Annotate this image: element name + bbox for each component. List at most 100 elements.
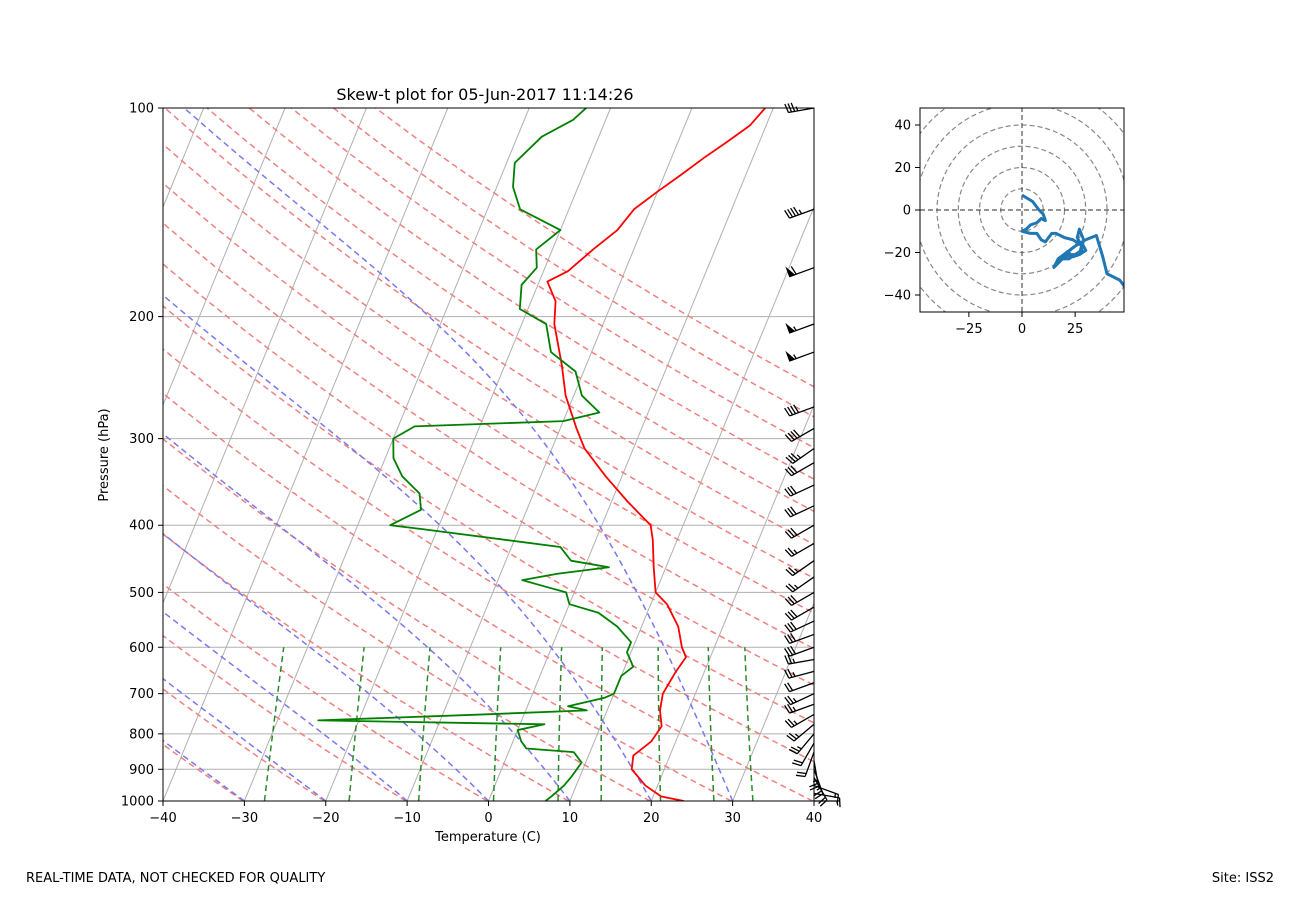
y-tick-label: 300 [129, 432, 154, 447]
dry-adiabat [375, 108, 814, 388]
wind-barb [785, 322, 815, 334]
hodograph-plot [920, 108, 1124, 312]
hodograph-ticks: −25 0 25 −40 −20 0 20 40 [884, 119, 1084, 338]
wind-barb [784, 606, 815, 621]
mixing-ratio-line [744, 647, 754, 801]
y-tick-label: 200 [129, 310, 154, 325]
wind-barb [813, 769, 824, 800]
x-tick-label: 0 [484, 811, 492, 826]
isotherm-gridline [163, 108, 367, 605]
hodograph-frame [919, 107, 1125, 313]
skewt-grid [0, 108, 814, 801]
mixing-ratio-line [348, 647, 365, 801]
dry-adiabat [163, 634, 407, 801]
wind-barb [785, 350, 815, 362]
y-tick-label: 100 [129, 102, 154, 117]
hodograph-y-tick-label: 0 [903, 204, 911, 219]
wind-barb [784, 484, 815, 497]
isotherm-gridline [569, 205, 814, 801]
dry-adiabat [163, 688, 325, 801]
isotherm-gridline [488, 108, 774, 801]
skewt-background-lines [163, 108, 814, 801]
x-tick-label: −20 [312, 811, 339, 826]
wind-barb [784, 633, 815, 644]
dry-adiabat [163, 305, 814, 724]
dry-adiabat [163, 437, 732, 801]
mixing-ratio-line [492, 647, 502, 801]
dry-adiabat [290, 108, 814, 449]
wind-barbs [784, 102, 841, 808]
x-tick-label: −40 [149, 811, 176, 826]
dry-adiabat [163, 143, 814, 580]
isotherm-gridline [813, 799, 814, 801]
dry-adiabat [333, 108, 814, 418]
moist-adiabat [163, 532, 490, 801]
wind-barb [786, 723, 815, 742]
wind-barb [784, 713, 815, 728]
temperature-profile [546, 108, 766, 801]
wind-barb [785, 447, 815, 464]
dry-adiabat [206, 108, 814, 513]
x-tick-label: −30 [231, 811, 258, 826]
hodograph-x-tick-label: 25 [1067, 322, 1084, 337]
wind-barb [784, 591, 815, 606]
wind-barb [795, 751, 815, 778]
wind-barb [784, 505, 815, 518]
dry-adiabat [163, 263, 814, 687]
moist-adiabat [163, 739, 245, 801]
wind-barb [784, 668, 815, 679]
x-tick-label: 30 [724, 811, 741, 826]
wind-barb [814, 800, 840, 806]
wind-barb [784, 693, 815, 706]
wind-barb [784, 404, 815, 417]
dry-adiabat [163, 743, 244, 801]
x-tick-label: 20 [643, 811, 660, 826]
dry-adiabat [163, 533, 570, 801]
hodograph-ring [957, 145, 1087, 275]
wind-barb [784, 645, 815, 657]
quality-disclaimer: REAL-TIME DATA, NOT CHECKED FOR QUALITY [26, 871, 325, 886]
isotherm-gridline [650, 403, 814, 801]
x-tick-label: −10 [393, 811, 420, 826]
skewt-chart: −40 −30 −20 −10 0 10 20 30 40 100 200 300 400 500 600 7… [0, 85, 841, 845]
wind-barb [809, 760, 820, 791]
wind-barb [784, 462, 815, 477]
mixing-ratio-line [417, 647, 431, 801]
wind-barb [785, 560, 815, 577]
dry-adiabat [163, 222, 814, 650]
hodograph-x-tick-label: −25 [955, 322, 982, 337]
y-tick-label: 600 [129, 641, 154, 656]
wind-barb [785, 266, 815, 278]
hodograph-trace [1020, 193, 1124, 289]
mixing-ratio-line [263, 647, 285, 801]
skewt-ticks: −40 −30 −20 −10 0 10 20 30 40 100 200 300 400 500 600 7… [121, 102, 822, 827]
moist-adiabat [163, 432, 571, 801]
isotherm-gridline [0, 108, 41, 801]
mixing-ratio-line [557, 647, 563, 801]
wind-barb [784, 703, 815, 714]
isotherm-gridline [325, 108, 612, 801]
y-axis-label: Pressure (hPa) [97, 408, 112, 501]
y-tick-label: 900 [129, 763, 154, 778]
wind-barb [784, 682, 815, 693]
wind-barb [788, 733, 815, 755]
mixing-ratio-line [600, 647, 604, 801]
wind-barb [784, 542, 815, 558]
x-axis-label: Temperature (C) [434, 830, 541, 845]
mixing-ratio-line [657, 647, 662, 801]
isotherm-gridline [243, 108, 530, 801]
hodograph-y-tick-label: −20 [884, 246, 911, 261]
moist-adiabat [163, 610, 408, 801]
dry-adiabat [248, 108, 814, 480]
moist-adiabat [163, 677, 327, 801]
x-tick-label: 40 [806, 811, 823, 826]
wind-barb [784, 654, 815, 665]
x-tick-label: 10 [562, 811, 579, 826]
dry-adiabat [163, 392, 814, 801]
chart-title: Skew-t plot for 05-Jun-2017 11:14:26 [336, 85, 633, 104]
wind-barb [785, 576, 815, 593]
hodograph-y-tick-label: 20 [894, 161, 911, 176]
wind-barb [784, 206, 815, 219]
y-tick-label: 500 [129, 586, 154, 601]
dry-adiabat [164, 108, 814, 546]
